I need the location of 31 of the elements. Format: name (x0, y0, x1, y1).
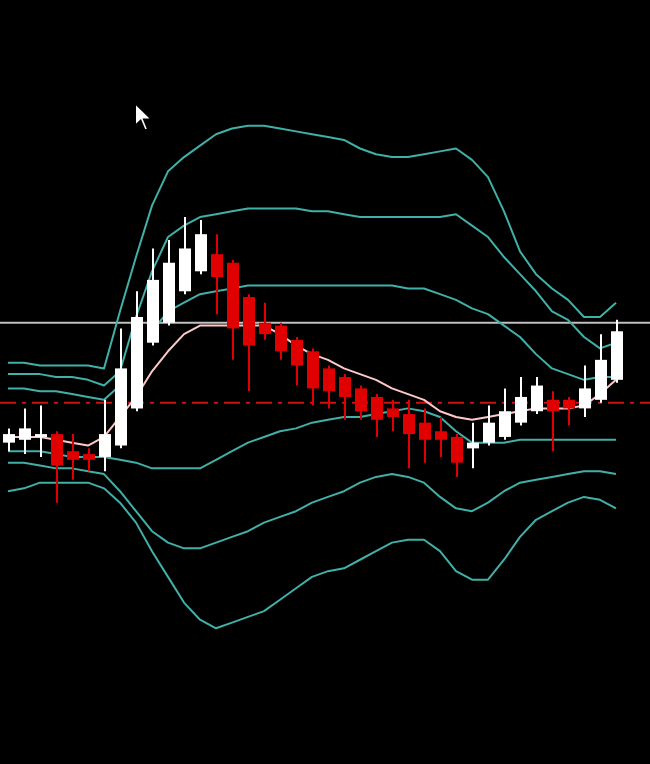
candlestick (563, 395, 575, 427)
candlestick (179, 216, 191, 296)
candlestick (51, 430, 63, 504)
candlestick (35, 404, 47, 458)
candlestick (195, 218, 207, 276)
candlestick (435, 415, 447, 458)
candlestick (499, 387, 511, 441)
candlestick (531, 375, 543, 416)
candlestick (451, 433, 463, 478)
candlestick (387, 398, 399, 433)
candlestick (419, 407, 431, 464)
candlestick (547, 390, 559, 453)
candlestick (259, 301, 271, 341)
candlestick (19, 407, 31, 456)
candlestick (291, 335, 303, 387)
candlestick (275, 321, 287, 361)
candlestick (371, 393, 383, 438)
candlestick (307, 347, 319, 407)
candlestick (67, 433, 79, 481)
candlestick (339, 373, 351, 421)
candlestick (595, 333, 607, 404)
candlestick (579, 364, 591, 418)
candlestick (211, 233, 223, 316)
candlestick (403, 398, 415, 470)
candlestick (3, 427, 15, 453)
candlestick (355, 384, 367, 421)
candlestick (323, 364, 335, 410)
candlestick (515, 375, 527, 427)
candlestick (99, 398, 111, 473)
candlestick (83, 447, 95, 473)
candlestick (483, 404, 495, 447)
